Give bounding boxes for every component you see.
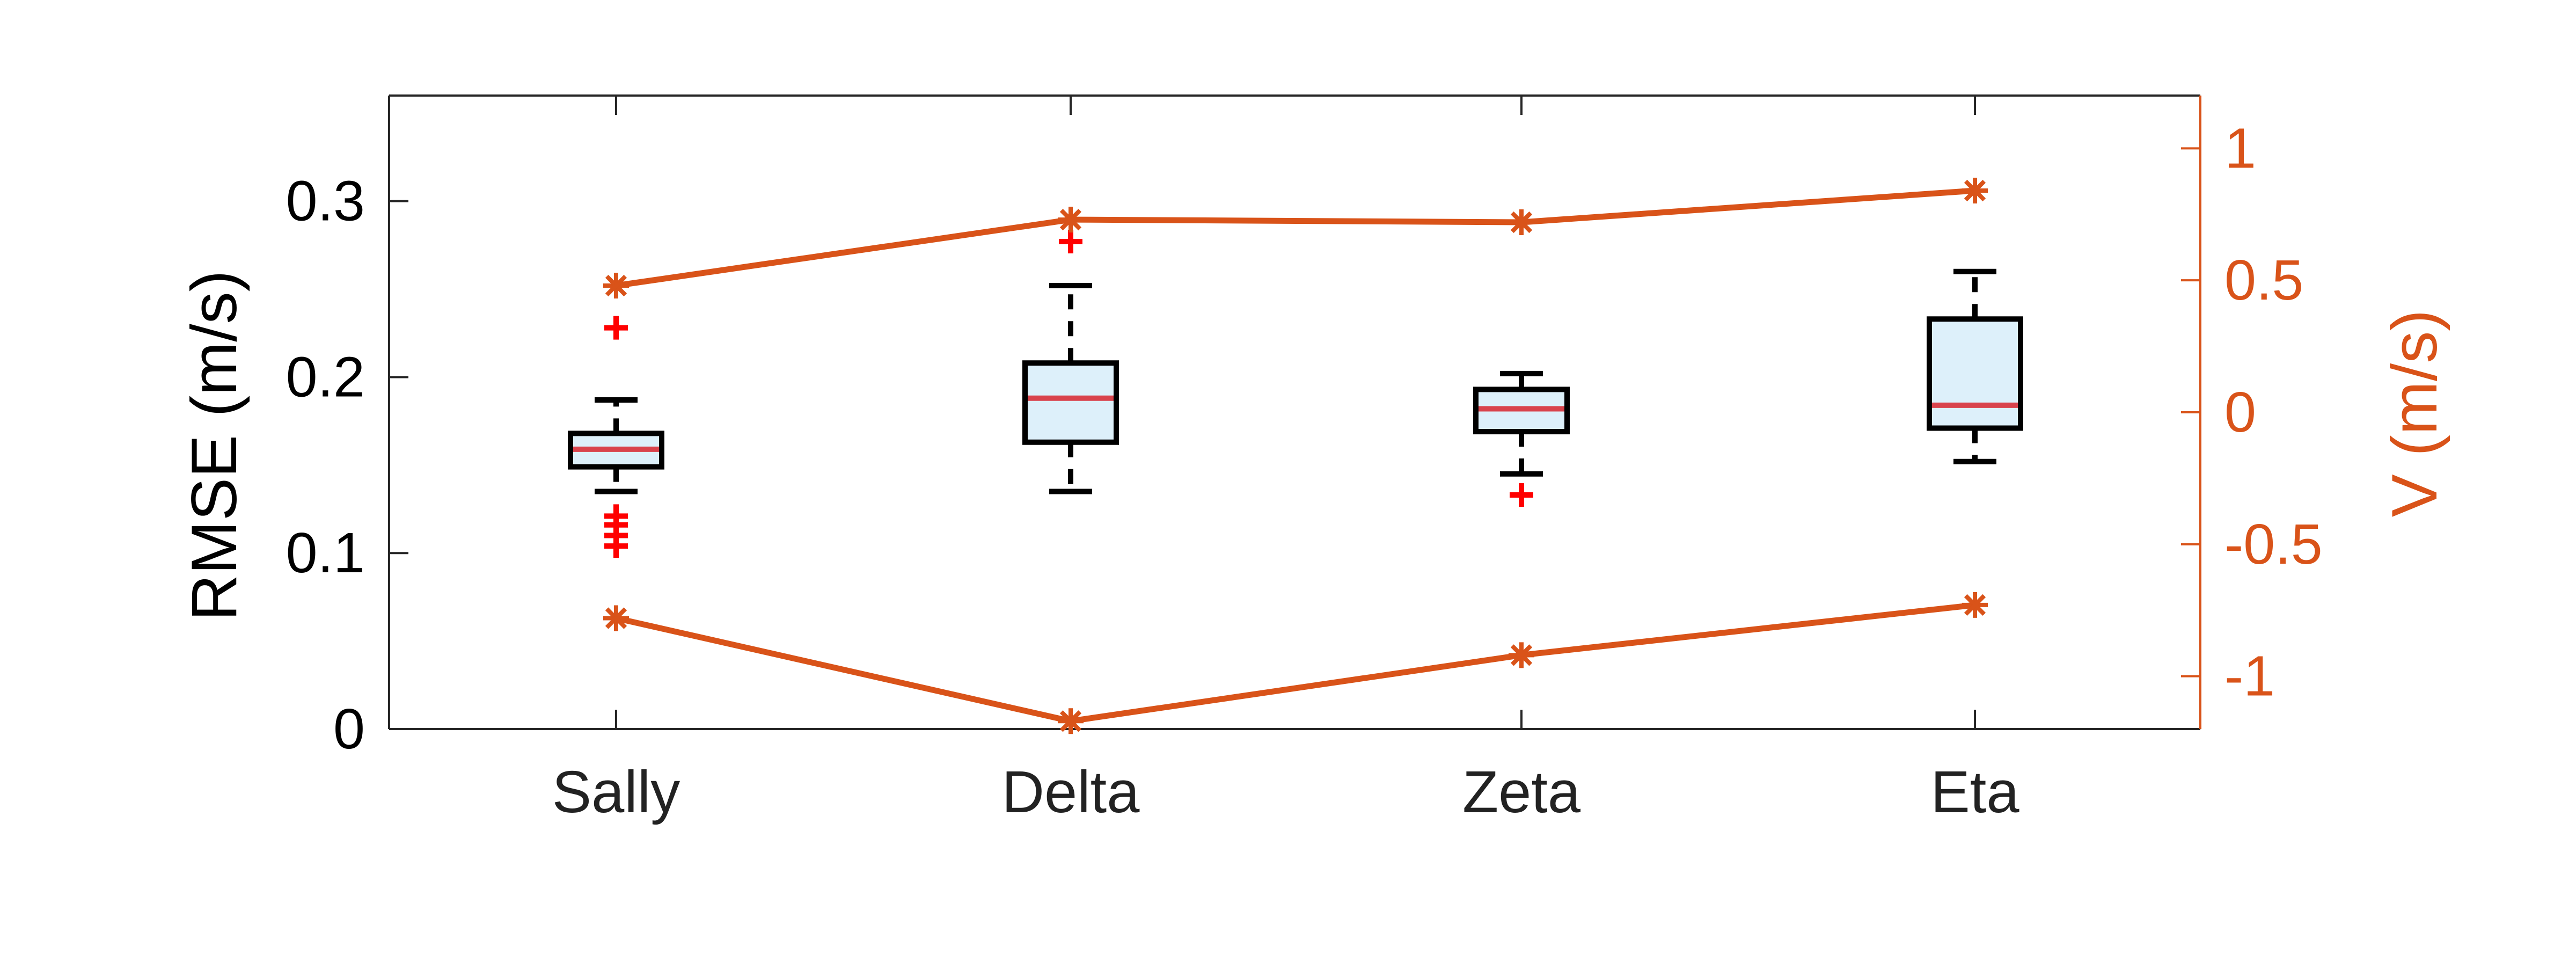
left-tick-label: 0.3: [286, 170, 365, 233]
outlier-marker: [604, 316, 628, 340]
series-point: [1962, 592, 1988, 618]
asterisk-stroke: [1059, 208, 1082, 231]
asterisk-stroke: [1510, 211, 1533, 234]
x-tick-label: Eta: [1930, 759, 2019, 825]
asterisk-stroke: [1510, 644, 1533, 666]
series-point: [603, 605, 629, 631]
series-point: [603, 273, 629, 298]
series-line: [616, 187, 1975, 289]
outlier-marker: [1510, 483, 1533, 507]
outlier-marker: [604, 534, 628, 558]
series-line: [615, 602, 1975, 724]
series-point: [1058, 708, 1084, 734]
x-tick-label: Delta: [1002, 759, 1140, 825]
left-tick-label: 0.1: [286, 521, 365, 585]
left-tick-label: 0.2: [286, 345, 365, 409]
right-axis-title: V (m/s): [2379, 310, 2450, 518]
right-tick-label: 0: [2224, 381, 2256, 444]
box-group: [1022, 230, 1119, 494]
box-body: [1927, 316, 2023, 431]
asterisk-stroke: [1964, 179, 1986, 202]
x-tick-label: Sally: [552, 759, 680, 825]
series-point: [1509, 209, 1534, 235]
series-point: [1058, 207, 1084, 233]
right-tick-label: -1: [2224, 645, 2275, 708]
series-point: [1962, 178, 1988, 203]
asterisk-stroke: [605, 274, 627, 297]
asterisk-stroke: [1059, 710, 1082, 732]
box-group: [1927, 268, 2023, 464]
asterisk-stroke: [1964, 594, 1986, 616]
box-group: [568, 316, 664, 558]
x-tick-label: Zeta: [1462, 759, 1581, 825]
asterisk-stroke: [605, 607, 627, 629]
box-group: [1473, 370, 1570, 507]
right-tick-label: 1: [2224, 116, 2256, 180]
left-axis-title: RMSE (m/s): [178, 270, 250, 621]
outlier-marker: [1059, 230, 1082, 254]
box-body: [1022, 360, 1119, 445]
left-tick-label: 0: [333, 697, 365, 761]
right-tick-label: -0.5: [2224, 513, 2323, 576]
right-tick-label: 0.5: [2224, 249, 2303, 312]
series-point: [1509, 642, 1534, 668]
